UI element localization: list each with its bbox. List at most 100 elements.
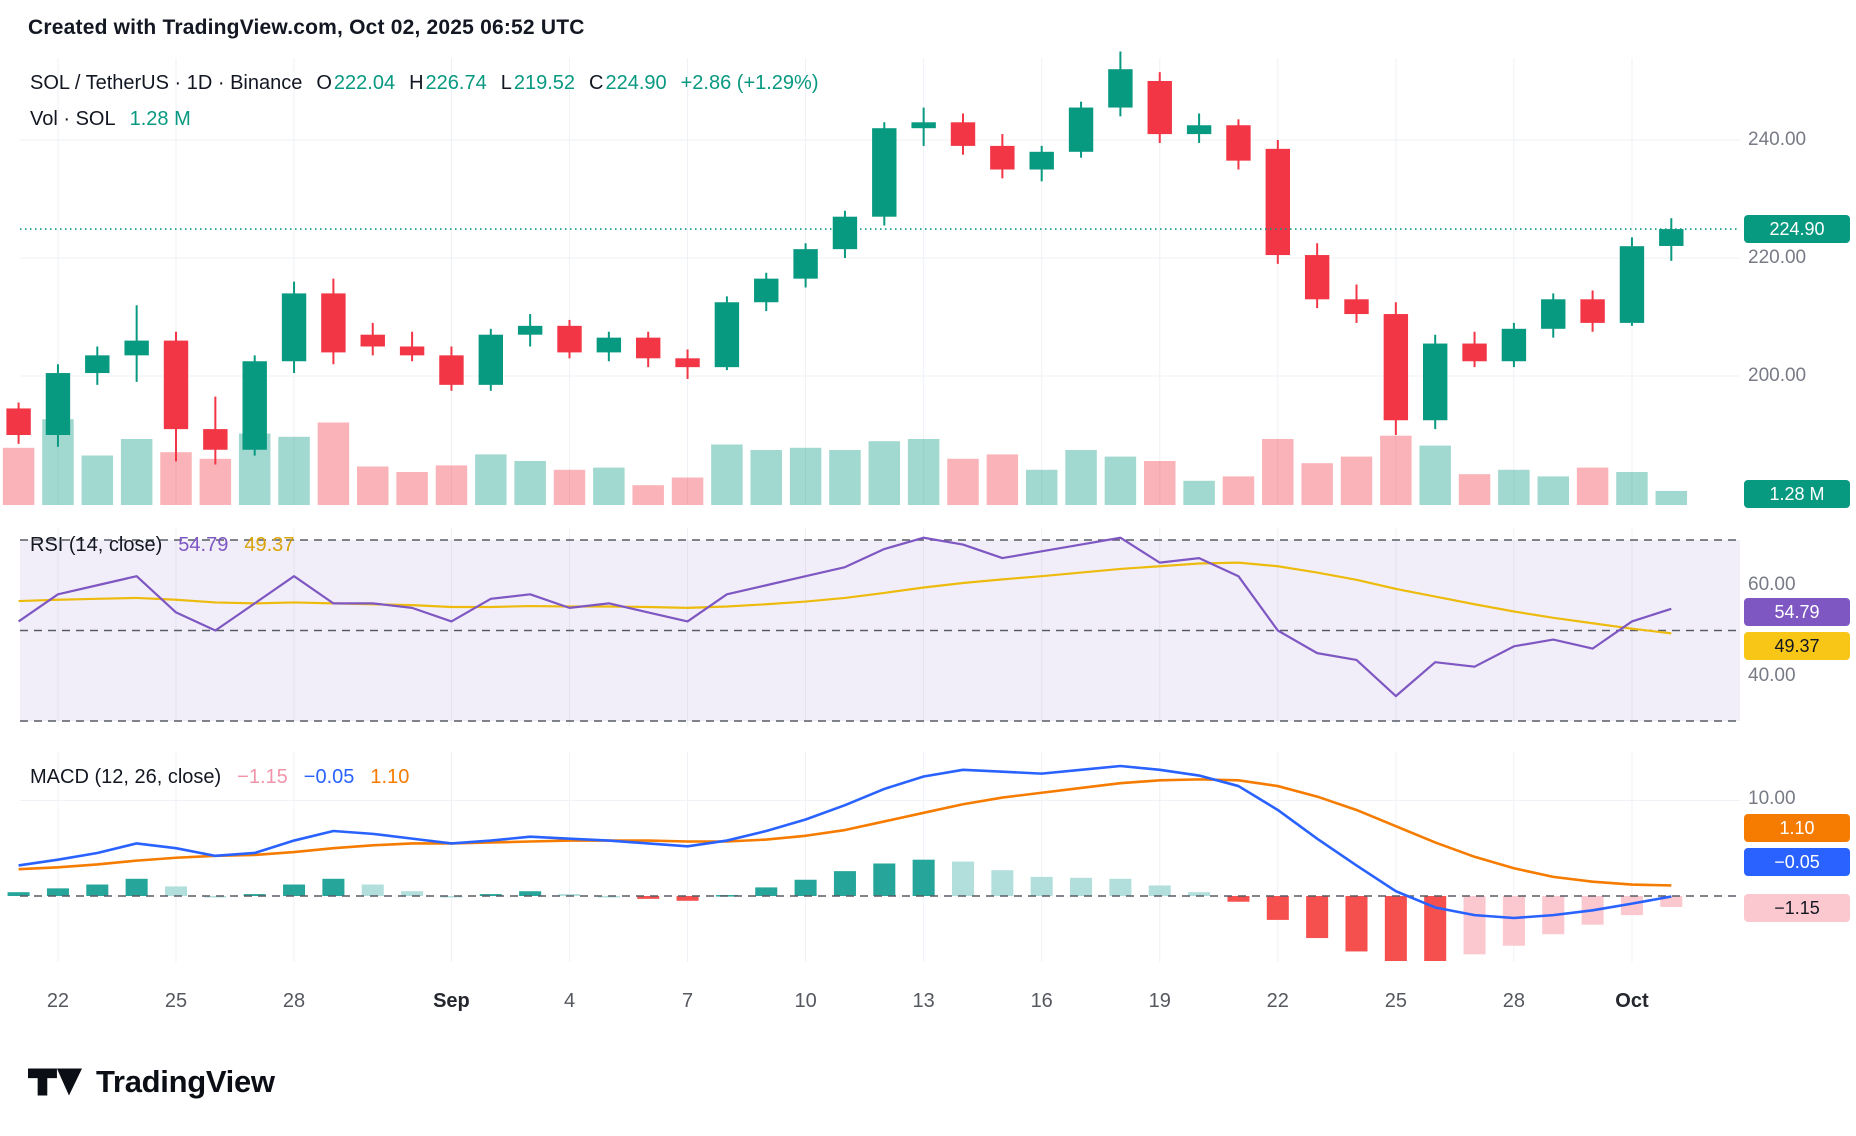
time-axis-label: 25: [164, 990, 188, 1012]
volume-bar: [1144, 461, 1176, 505]
low-value: 219.52: [513, 72, 575, 94]
candle-body: [1147, 81, 1172, 135]
macd-hist-bar: [7, 892, 30, 896]
volume-bar: [396, 472, 428, 505]
macd-hist-bar: [1660, 896, 1683, 907]
macd-hist-badge: −1.15: [1744, 894, 1850, 922]
volume-bar: [357, 466, 389, 505]
rsi-ma-line: [18, 561, 1672, 635]
time-axis[interactable]: 22 25 28 Sep 4 7 10 13 16 19 22 25 28 Oct: [0, 990, 1856, 1016]
macd-hist-bar: [1620, 896, 1643, 916]
volume-bar: [2, 447, 35, 505]
time-axis-label: 28: [282, 990, 306, 1012]
volume-bar: [81, 455, 114, 505]
macd-hist-bar: [86, 884, 109, 896]
open-label: O: [316, 72, 332, 94]
candle-body: [1580, 299, 1605, 323]
macd-hist-bar: [558, 894, 581, 896]
volume-bar: [1419, 445, 1451, 505]
candle-body: [1659, 229, 1684, 246]
macd-hist-bar: [322, 878, 345, 896]
candle-body: [754, 278, 779, 303]
close-value: 224.90: [605, 72, 667, 94]
volume-bar: [750, 450, 782, 505]
volume-badge: 1.28 M: [1744, 480, 1850, 508]
close-label: C: [589, 72, 604, 94]
macd-hist-bar: [361, 884, 384, 896]
attribution-text: Created with TradingView.com, Oct 02, 20…: [28, 16, 585, 39]
volume-value: 1.28 M: [129, 108, 191, 130]
ohlc-low: L 219.52: [501, 72, 575, 95]
volume-bar: [1262, 439, 1294, 505]
candle-body: [478, 334, 503, 385]
rsi-ma-badge: 49.37: [1744, 632, 1850, 660]
candle-body: [439, 355, 464, 385]
time-axis-label: 16: [1030, 990, 1053, 1012]
volume-bar: [435, 465, 468, 505]
macd-hist-bar: [1384, 896, 1407, 962]
macd-hist-bar: [1306, 896, 1329, 939]
macd-pane[interactable]: [7, 764, 1740, 962]
macd-hist-bar: [873, 863, 896, 896]
macd-hist-bar: [401, 891, 424, 896]
volume-bar: [829, 450, 861, 505]
candle-body: [124, 340, 149, 356]
candle-body: [1501, 328, 1527, 362]
open-value: 222.04: [333, 72, 396, 94]
volume-bar: [1458, 474, 1491, 505]
candle-body: [6, 408, 31, 435]
macd-hist-bar: [46, 888, 69, 896]
price-axis-label-220: 220.00: [1748, 247, 1807, 268]
ohlc-high: H 226.74: [409, 72, 487, 95]
price-pane[interactable]: [2, 51, 1740, 506]
macd-hist-bar: [1030, 876, 1053, 896]
macd-hist-bar: [1345, 896, 1368, 952]
candle-body: [1383, 314, 1409, 421]
tradingview-logo-icon: [28, 1068, 82, 1096]
symbol-title: SOL / TetherUS · 1D · Binance: [30, 72, 303, 94]
macd-hist-bar: [1424, 896, 1447, 962]
macd-signal-value: 1.10: [370, 766, 410, 788]
macd-legend: MACD (12, 26, close) −1.15 −0.05 1.10: [30, 766, 409, 789]
candle-body: [1108, 69, 1133, 108]
candle-body: [1068, 107, 1094, 152]
macd-hist-bar: [676, 896, 699, 901]
candle-body: [596, 337, 622, 353]
macd-hist-value: −1.15: [237, 766, 288, 788]
volume-bar: [593, 467, 625, 505]
high-label: H: [409, 72, 424, 94]
volume-bar: [1104, 456, 1137, 505]
candle-body: [911, 122, 936, 129]
candle-body: [557, 325, 582, 353]
volume-label: Vol · SOL: [30, 108, 116, 130]
macd-hist-bar: [1502, 896, 1525, 946]
candle-body: [950, 122, 976, 146]
rsi-pane[interactable]: [17, 536, 1740, 722]
candle-body: [872, 128, 897, 217]
volume-bar: [553, 469, 586, 505]
candle-body: [675, 358, 700, 368]
rsi-axis-label-60: 60.00: [1748, 574, 1796, 595]
volume-bar: [514, 461, 546, 505]
macd-hist-bar: [1266, 896, 1289, 920]
volume-bar: [1065, 450, 1097, 505]
time-axis-label: 22: [46, 990, 70, 1012]
macd-line-value: −0.05: [303, 766, 355, 788]
candle-body: [1226, 125, 1251, 161]
candle-body: [1423, 343, 1448, 421]
candle-body: [321, 293, 346, 353]
rsi-badge: 54.79: [1744, 598, 1850, 626]
macd-hist-bar: [1463, 896, 1486, 955]
macd-signal-line: [18, 778, 1672, 887]
time-axis-label: Sep: [433, 990, 470, 1012]
volume-bar: [711, 444, 743, 505]
time-axis-label: 28: [1502, 990, 1526, 1012]
price-axis-label-240: 240.00: [1748, 129, 1807, 150]
candle-body: [45, 373, 71, 435]
macd-hist-bar: [440, 896, 463, 898]
macd-signal-badge: 1.10: [1744, 814, 1850, 842]
macd-hist-bar: [164, 886, 188, 896]
macd-hist-bar: [1148, 885, 1171, 896]
volume-bar: [1576, 467, 1609, 505]
